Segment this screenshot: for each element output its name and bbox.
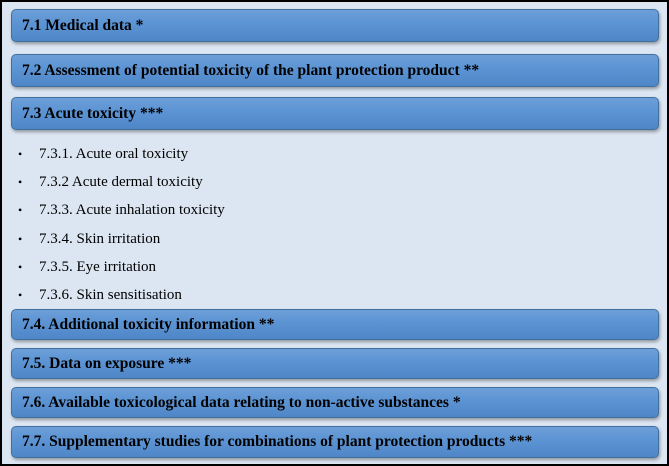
list-item-label: 7.3.1. Acute oral toxicity <box>39 146 189 162</box>
section-label: 7.2 Assessment of potential toxicity of … <box>22 61 480 79</box>
section-7-5-data-on-exposure: 7.5. Data on exposure *** <box>11 348 659 379</box>
list-item: • 7.3.2 Acute dermal toxicity <box>18 168 225 196</box>
bullet-icon: • <box>18 175 23 190</box>
section-7-1-medical-data: 7.1 Medical data * <box>11 9 659 42</box>
section-7-3-acute-toxicity: 7.3 Acute toxicity *** <box>11 97 659 130</box>
list-item-label: 7.3.5. Eye irritation <box>39 258 157 275</box>
bullet-icon: • <box>18 287 23 302</box>
section-7-4-additional-toxicity-information: 7.4. Additional toxicity information ** <box>11 309 659 340</box>
list-item: • 7.3.5. Eye irritation <box>18 253 225 281</box>
bullet-icon: • <box>18 259 23 274</box>
section-7-6-non-active-substances: 7.6. Available toxicological data relati… <box>11 387 659 418</box>
section-label: 7.3 Acute toxicity *** <box>22 104 164 122</box>
list-item: • 7.3.4. Skin irritation <box>18 225 225 253</box>
section-label: 7.1 Medical data * <box>22 16 144 34</box>
section-label: 7.4. Additional toxicity information ** <box>22 315 275 333</box>
list-item: • 7.3.3. Acute inhalation toxicity <box>18 196 225 224</box>
list-item-label: 7.3.4. Skin irritation <box>39 230 161 247</box>
section-label: 7.6. Available toxicological data relati… <box>22 393 461 411</box>
list-item: • 7.3.6. Skin sensitisation <box>18 281 225 309</box>
acute-toxicity-sublist: • 7.3.1. Acute oral toxicity • 7.3.2 Acu… <box>18 140 225 309</box>
bullet-icon: • <box>18 203 23 218</box>
list-item-label: 7.3.6. Skin sensitisation <box>39 286 182 303</box>
list-item-label: 7.3.2 Acute dermal toxicity <box>39 174 203 191</box>
section-7-2-assessment-potential-toxicity: 7.2 Assessment of potential toxicity of … <box>11 54 659 87</box>
list-item: • 7.3.1. Acute oral toxicity <box>18 140 225 168</box>
bullet-icon: • <box>18 231 23 246</box>
section-label: 7.7. Supplementary studies for combinati… <box>22 433 533 450</box>
list-item-label: 7.3.3. Acute inhalation toxicity <box>39 202 225 219</box>
section-7-7-supplementary-studies: 7.7. Supplementary studies for combinati… <box>11 426 659 458</box>
section-label: 7.5. Data on exposure *** <box>22 354 192 372</box>
bullet-icon: • <box>18 147 23 161</box>
